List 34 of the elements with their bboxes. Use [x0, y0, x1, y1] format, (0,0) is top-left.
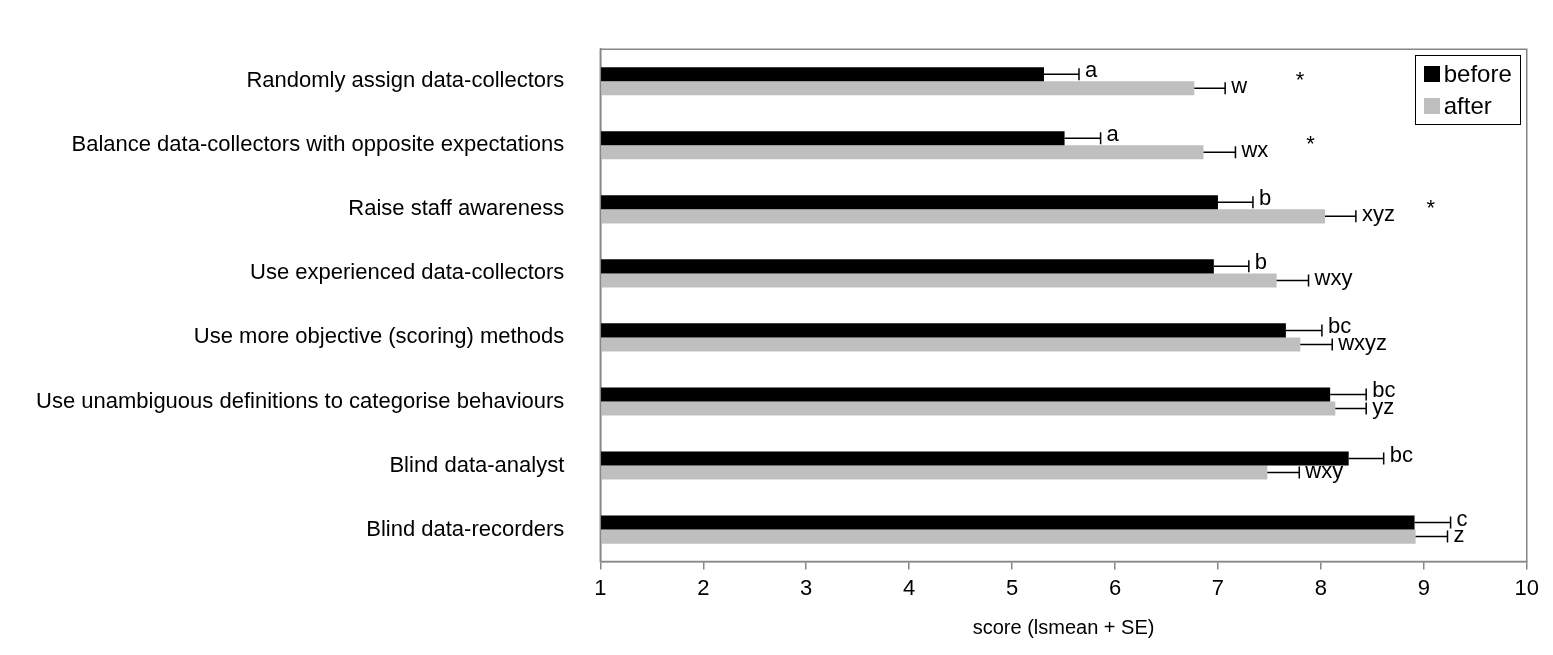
data-label: w	[1230, 73, 1248, 99]
x-tick-label: 5	[1005, 574, 1019, 600]
x-axis-title: score (lsmean + SE)	[972, 615, 1155, 638]
x-tick-label: 8	[1314, 574, 1328, 600]
x-tick-label: 7	[1211, 574, 1225, 600]
annotation: *	[1295, 67, 1305, 93]
y-tick-label: Use experienced data-collectors	[250, 259, 565, 285]
data-label: b	[1258, 185, 1272, 211]
x-tick-label: 9	[1417, 574, 1430, 600]
x-tick-label: 10	[1514, 574, 1540, 600]
annotation: *	[1426, 195, 1436, 221]
x-tick-label: 1	[594, 574, 607, 600]
annotation: *	[1306, 131, 1316, 157]
data-label: wxy	[1313, 265, 1353, 291]
x-tick-label: 3	[800, 574, 813, 600]
y-tick-label: Use more objective (scoring) methods	[193, 323, 565, 349]
x-tick-label: 6	[1108, 574, 1122, 600]
data-label: bc	[1389, 441, 1413, 467]
legend-label: after	[1443, 91, 1492, 122]
data-label: wxy	[1304, 457, 1344, 483]
x-tick-label: 2	[697, 574, 710, 600]
data-label: a	[1106, 121, 1120, 147]
legend-label: before	[1443, 59, 1512, 90]
x-tick-label: 4	[903, 574, 916, 600]
y-tick-label: Randomly assign data-collectors	[246, 67, 565, 93]
y-tick-label: Blind data-analyst	[389, 451, 565, 477]
y-tick-label: Balance data-collectors with opposite expectations	[71, 131, 565, 157]
data-label: xyz	[1361, 201, 1395, 227]
y-tick-label: Blind data-recorders	[366, 515, 565, 541]
y-tick-label: Raise staff awareness	[348, 195, 565, 221]
y-tick-label: Use unambiguous definitions to categorise behaviours	[35, 387, 565, 413]
data-label: wx	[1240, 137, 1269, 163]
data-label: a	[1084, 57, 1098, 83]
data-label: b	[1254, 249, 1268, 275]
